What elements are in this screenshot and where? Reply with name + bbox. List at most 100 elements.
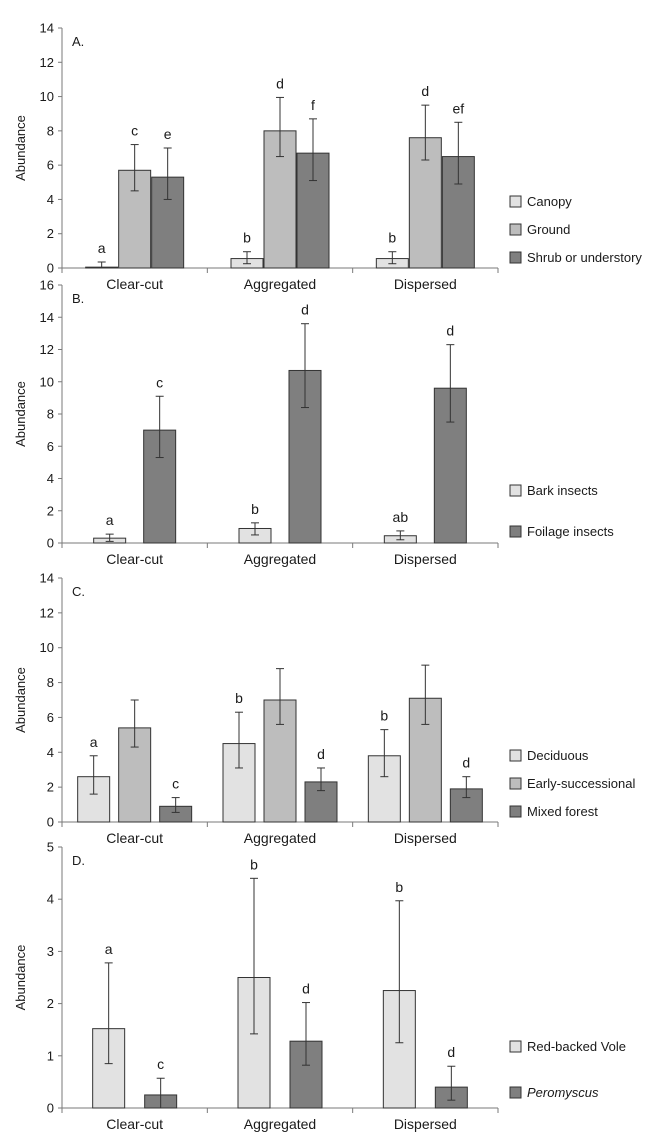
significance-letter: d	[446, 323, 454, 339]
y-axis-label: Abundance	[13, 381, 28, 447]
y-tick-label: 2	[47, 226, 54, 241]
significance-letter: e	[164, 126, 172, 142]
x-category-label: Clear-cut	[106, 1116, 163, 1132]
legend-swatch	[509, 525, 522, 538]
legend-label: Peromyscus	[527, 1085, 599, 1100]
x-category-label: Clear-cut	[106, 276, 163, 292]
significance-letter: a	[98, 240, 106, 256]
panel-label: D.	[72, 853, 85, 868]
x-category-label: Aggregated	[244, 1116, 316, 1132]
significance-letter: b	[243, 230, 251, 246]
y-tick-label: 6	[47, 710, 54, 725]
significance-letter: d	[317, 746, 325, 762]
legend-swatch	[509, 251, 522, 264]
y-axis-label: Abundance	[13, 945, 28, 1011]
y-tick-label: 0	[47, 536, 54, 551]
legend-swatch	[509, 1040, 522, 1053]
significance-letter: c	[172, 776, 179, 792]
significance-letter: c	[131, 123, 138, 139]
panel-label: A.	[72, 34, 84, 49]
legend-swatch	[509, 195, 522, 208]
y-tick-label: 3	[47, 944, 54, 959]
y-axis-label: Abundance	[13, 667, 28, 733]
x-category-label: Aggregated	[244, 830, 316, 846]
legend-swatch	[509, 223, 522, 236]
significance-letter: b	[395, 879, 403, 895]
legend-swatch	[509, 777, 522, 790]
significance-letter: b	[250, 856, 258, 872]
significance-letter: b	[251, 501, 259, 517]
significance-letter: d	[276, 75, 284, 91]
y-axis-label: Abundance	[13, 115, 28, 181]
y-tick-label: 6	[47, 158, 54, 173]
y-tick-label: 2	[47, 780, 54, 795]
significance-letter: b	[388, 230, 396, 246]
x-category-label: Dispersed	[394, 830, 457, 846]
legend-label: Mixed forest	[527, 804, 598, 819]
y-tick-label: 16	[40, 278, 54, 293]
y-tick-label: 6	[47, 439, 54, 454]
y-tick-label: 10	[40, 374, 54, 389]
y-tick-label: 1	[47, 1048, 54, 1063]
panel-label: C.	[72, 584, 85, 599]
significance-letter: a	[106, 512, 114, 528]
legend-label: Ground	[527, 222, 570, 237]
significance-letter: c	[157, 1056, 164, 1072]
y-tick-label: 12	[40, 342, 54, 357]
x-category-label: Dispersed	[394, 1116, 457, 1132]
significance-letter: d	[302, 981, 310, 997]
y-tick-label: 0	[47, 1101, 54, 1116]
panel-d: 0 1 2 3 4 5 Clear-cut Aggregated Dispersed Abunda…	[13, 840, 626, 1133]
legend-label: Deciduous	[527, 748, 589, 763]
significance-letter: d	[421, 83, 429, 99]
panel-label: B.	[72, 291, 84, 306]
panel-a: 0 2 4 6 8 10 12 14 Clear-cut Aggregated Dispersed A…	[13, 21, 642, 293]
significance-letter: d	[301, 302, 309, 318]
y-tick-label: 10	[40, 640, 54, 655]
x-category-label: Aggregated	[244, 276, 316, 292]
y-tick-label: 4	[47, 892, 54, 907]
x-category-label: Clear-cut	[106, 551, 163, 567]
y-tick-label: 12	[40, 55, 54, 70]
legend-label: Bark insects	[527, 483, 598, 498]
legend-label: Canopy	[527, 194, 572, 209]
significance-letter: b	[380, 708, 388, 724]
y-tick-label: 10	[40, 89, 54, 104]
y-tick-label: 14	[40, 310, 54, 325]
significance-letter: d	[462, 755, 470, 771]
y-tick-label: 8	[47, 407, 54, 422]
y-tick-label: 4	[47, 471, 54, 486]
significance-letter: b	[235, 690, 243, 706]
y-tick-label: 2	[47, 996, 54, 1011]
legend-swatch	[509, 805, 522, 818]
y-tick-label: 0	[47, 815, 54, 830]
x-category-label: Dispersed	[394, 276, 457, 292]
significance-letter: d	[447, 1044, 455, 1060]
y-tick-label: 2	[47, 503, 54, 518]
y-tick-label: 14	[40, 571, 54, 586]
panel-c: 0 2 4 6 8 10 12 14 Clear-cut Aggregated Dispersed A…	[13, 571, 635, 847]
legend-swatch	[509, 1086, 522, 1099]
legend-label: Red-backed Vole	[527, 1039, 626, 1054]
significance-letter: ef	[452, 100, 464, 116]
significance-letter: c	[156, 374, 163, 390]
legend-label: Foilage insects	[527, 524, 614, 539]
x-category-label: Aggregated	[244, 551, 316, 567]
significance-letter: a	[105, 941, 113, 957]
bar	[118, 169, 152, 269]
y-tick-label: 5	[47, 840, 54, 855]
y-tick-label: 14	[40, 21, 54, 36]
y-tick-label: 4	[47, 192, 54, 207]
x-category-label: Dispersed	[394, 551, 457, 567]
significance-letter: ab	[393, 509, 409, 525]
panel-b: 0 2 4 6 8 10 12 14 16 Clear-cut Aggregated Disperse…	[13, 278, 614, 568]
y-tick-label: 4	[47, 745, 54, 760]
y-tick-label: 8	[47, 123, 54, 138]
y-tick-label: 0	[47, 261, 54, 276]
y-tick-label: 8	[47, 675, 54, 690]
legend-swatch	[509, 749, 522, 762]
y-tick-label: 12	[40, 605, 54, 620]
significance-letter: a	[90, 734, 98, 750]
significance-letter: f	[311, 97, 315, 113]
